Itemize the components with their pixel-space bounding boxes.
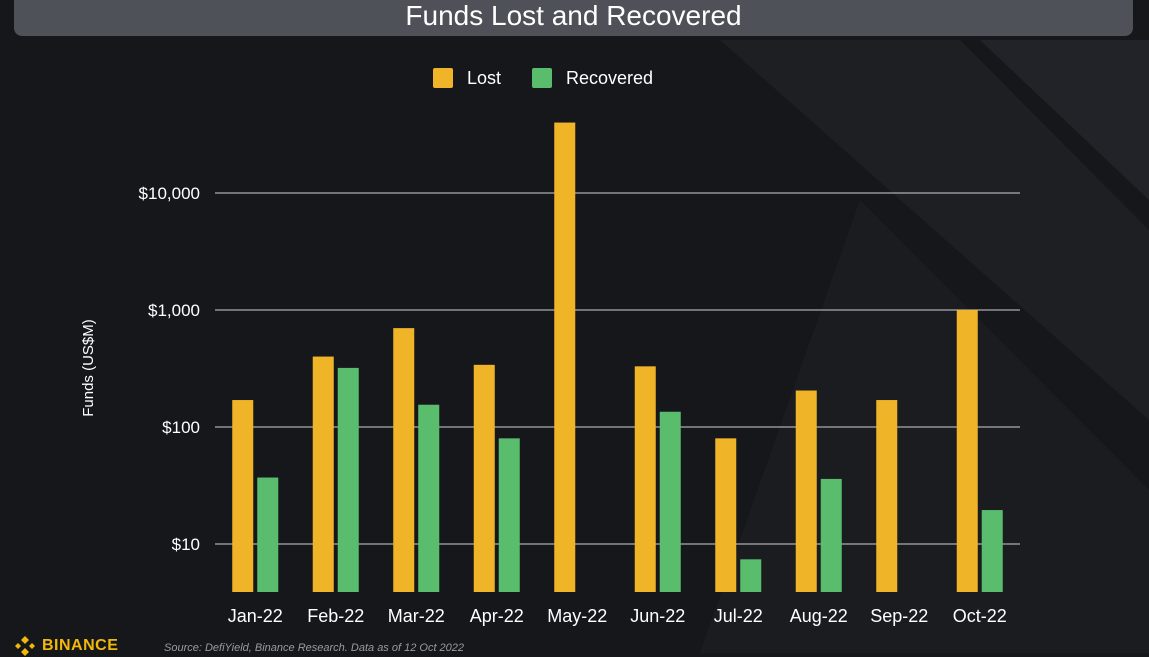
y-axis-label-group: Funds (US$M) xyxy=(80,319,97,417)
y-tick-label: $10,000 xyxy=(139,184,200,203)
x-tick-labels: Jan-22 Feb-22 Mar-22 Apr-22 May-22 Jun-22 Jul-… xyxy=(228,606,1007,626)
x-tick-label: Jan-22 xyxy=(228,606,283,626)
legend-swatch-recovered xyxy=(532,68,552,88)
bar-recovered-oct-22 xyxy=(981,510,1003,592)
bar-recovered-feb-22 xyxy=(337,367,359,592)
y-axis-label: Funds (US$M) xyxy=(80,319,97,417)
x-tick-label: Jun-22 xyxy=(630,606,685,626)
bar-lost-apr-22 xyxy=(473,364,495,592)
x-tick-label: Jul-22 xyxy=(714,606,763,626)
x-tick-label: Feb-22 xyxy=(307,606,364,626)
bar-lost-mar-22 xyxy=(393,328,415,592)
bar-lost-sep-22 xyxy=(876,400,898,592)
y-tick-label: $100 xyxy=(162,418,200,437)
bar-recovered-apr-22 xyxy=(498,438,520,592)
x-tick-label: Apr-22 xyxy=(470,606,524,626)
bar-lost-jan-22 xyxy=(232,400,254,592)
legend-swatch-lost xyxy=(433,68,453,88)
bar-lost-oct-22 xyxy=(956,310,978,592)
binance-diamond-icon xyxy=(15,636,35,656)
x-tick-label: Aug-22 xyxy=(790,606,848,626)
title-bar: Funds Lost and Recovered xyxy=(14,0,1133,36)
x-tick-label: Sep-22 xyxy=(870,606,928,626)
bar-lost-may-22 xyxy=(554,122,576,592)
bar-lost-aug-22 xyxy=(795,390,817,592)
legend-label-lost: Lost xyxy=(467,68,501,88)
bars xyxy=(232,122,1003,592)
bar-recovered-jul-22 xyxy=(740,559,762,592)
y-tick-label: $1,000 xyxy=(148,301,200,320)
y-tick-label: $10 xyxy=(172,535,200,554)
bar-lost-jun-22 xyxy=(634,366,656,592)
x-tick-label: Mar-22 xyxy=(388,606,445,626)
bar-recovered-aug-22 xyxy=(820,478,842,592)
source-note: Source: DefiYield, Binance Research. Dat… xyxy=(164,642,465,654)
bar-lost-feb-22 xyxy=(312,356,334,592)
gridlines xyxy=(215,192,1020,545)
x-tick-label: May-22 xyxy=(547,606,607,626)
bar-recovered-jun-22 xyxy=(659,411,681,592)
brand-name: BINANCE xyxy=(42,637,119,654)
legend: Lost Recovered xyxy=(433,68,653,88)
y-tick-labels: $10 $100 $1,000 $10,000 xyxy=(139,184,200,554)
bar-recovered-jan-22 xyxy=(257,477,279,592)
bar-recovered-mar-22 xyxy=(418,404,440,592)
binance-logo: BINANCE xyxy=(14,636,118,656)
legend-label-recovered: Recovered xyxy=(566,68,653,88)
chart-title: Funds Lost and Recovered xyxy=(405,0,742,31)
x-tick-label: Oct-22 xyxy=(953,606,1007,626)
bar-lost-jul-22 xyxy=(715,438,737,592)
